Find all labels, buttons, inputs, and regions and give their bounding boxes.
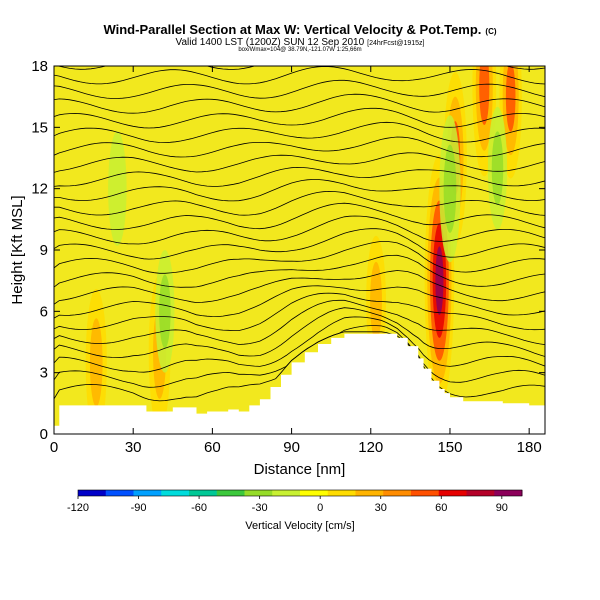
colorbar-swatch	[411, 490, 440, 496]
downdraft-core	[491, 131, 504, 206]
chart-title: Wind-Parallel Section at Max W: Vertical…	[0, 22, 600, 37]
x-axis-title: Distance [nm]	[254, 461, 346, 478]
updraft-core	[89, 318, 103, 407]
x-tick-label: 0	[50, 439, 58, 456]
x-tick-label: 90	[283, 439, 300, 456]
theta-contour	[54, 241, 545, 274]
x-tick-label: 60	[204, 439, 221, 456]
colorbar-tick-label: 60	[435, 502, 447, 514]
colorbar-swatch	[494, 490, 523, 496]
theta-contour	[54, 285, 545, 319]
colorbar-tick-label: 0	[317, 502, 323, 514]
theta-contour	[54, 307, 545, 358]
colorbar-swatch	[466, 490, 495, 496]
colorbar-swatch	[355, 490, 384, 496]
terrain	[54, 333, 545, 434]
x-tick-label: 30	[125, 439, 142, 456]
theta-contour	[54, 292, 545, 331]
colorbar-swatch	[300, 490, 329, 496]
theta-contour	[54, 179, 545, 202]
x-tick-label: 180	[517, 439, 542, 456]
colorbar-swatch	[161, 490, 190, 496]
forecast-tag: [24hrFcst@1915z]	[367, 40, 425, 47]
colorbar-swatch	[438, 490, 467, 496]
theta-contour	[54, 190, 545, 216]
theta-contour	[54, 254, 545, 288]
updraft-core	[435, 246, 444, 316]
x-tick-label: 120	[358, 439, 383, 456]
colorbar-tick-label: -60	[191, 502, 207, 514]
theta-contour	[54, 270, 545, 305]
valid-time-text: Valid 1400 LST (1200Z) SUN 12 Sep 2010	[175, 37, 365, 48]
theta-contour	[54, 93, 545, 114]
y-tick-label: 6	[40, 303, 48, 320]
downdraft-core	[159, 274, 171, 349]
colorbar-frame	[77, 489, 523, 497]
y-tick-label: 3	[40, 365, 48, 382]
title-text: Wind-Parallel Section at Max W: Vertical…	[103, 22, 482, 37]
y-tick-label: 12	[31, 181, 48, 198]
chart-subtitle-2: box/Wmax=104@ 38.79N,-121.07W 1:25,66m	[238, 47, 362, 53]
downdraft-core	[108, 131, 127, 246]
colorbar-title: Vertical Velocity [cm/s]	[245, 520, 354, 532]
theta-contour	[54, 107, 545, 129]
colorbar-swatch	[272, 490, 301, 496]
updraft-core	[479, 66, 490, 125]
theta-contour	[54, 121, 545, 144]
y-tick-label: 18	[31, 58, 48, 75]
colorbar-swatch	[383, 490, 412, 496]
colorbar: -120 -90 -60 -30 0 30 60 90 Vertical Velocity [c…	[67, 489, 523, 532]
chart-subtitle: Valid 1400 LST (1200Z) SUN 12 Sep 2010 [2…	[0, 37, 600, 48]
colorbar-tick-label: 30	[375, 502, 387, 514]
theta-contour	[54, 152, 545, 173]
theta-contour	[54, 166, 545, 187]
theta-contour	[54, 316, 545, 373]
theta-contour	[54, 215, 545, 245]
colorbar-swatch	[327, 490, 356, 496]
colorbar-tick-label: -90	[131, 502, 147, 514]
y-tick-label: 15	[31, 119, 48, 136]
colorbar-tick-label: -30	[252, 502, 268, 514]
colorbar-tick-label: 90	[496, 502, 508, 514]
y-axis-title: Height [Kft MSL]	[9, 195, 26, 304]
updraft-core	[505, 66, 516, 132]
theta-contour	[54, 325, 545, 388]
colorbar-swatch	[189, 490, 218, 496]
x-tick-label: 150	[437, 439, 462, 456]
downdraft-core	[443, 144, 457, 233]
plot-area	[54, 66, 545, 434]
axes: 0 30 60 90 120 150 180 0 3 6 9 12 15 18 Distance [nm] H…	[9, 58, 546, 478]
theta-contour	[54, 136, 545, 158]
colorbar-swatch	[216, 490, 245, 496]
colorbar-swatch	[105, 490, 134, 496]
colorbar-swatch	[133, 490, 162, 496]
copyright-mark: (C)	[485, 27, 497, 36]
theta-contour	[54, 79, 545, 99]
y-tick-label: 0	[40, 426, 48, 443]
colorbar-tick-label: -120	[67, 502, 89, 514]
colorbar-swatch	[244, 490, 273, 496]
theta-contour	[54, 202, 545, 230]
theta-contour	[54, 228, 545, 260]
y-tick-label: 9	[40, 242, 48, 259]
colorbar-swatch	[78, 490, 107, 496]
theta-contour	[54, 66, 545, 85]
theta-contour	[54, 299, 545, 345]
